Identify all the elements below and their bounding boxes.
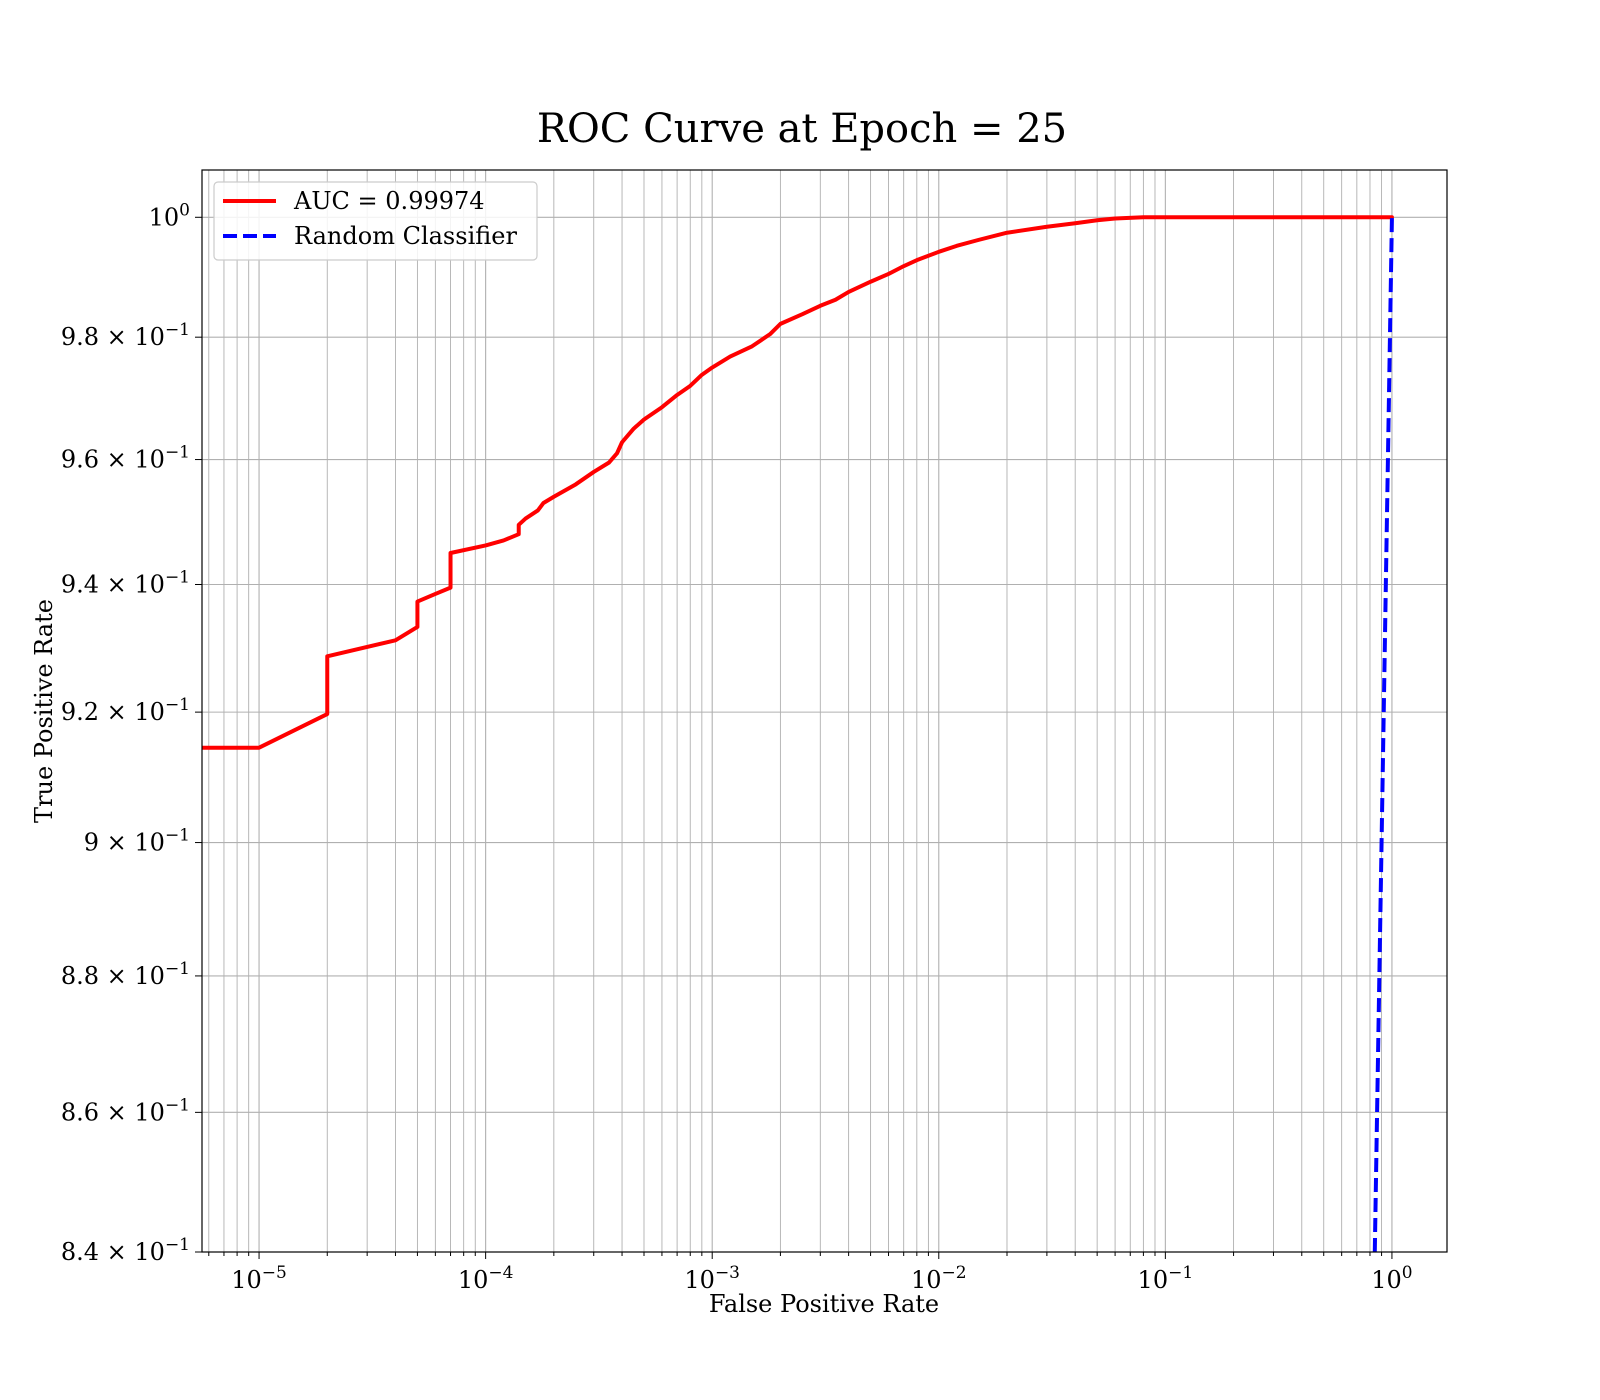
chart-title: ROC Curve at Epoch = 25 xyxy=(537,106,1067,152)
series-group xyxy=(202,215,1394,1252)
y-tick-label: 8.8 × 10−1 xyxy=(61,959,190,990)
y-tick-label: 8.4 × 10−1 xyxy=(61,1235,190,1266)
tick-layer: 10−5 10−4 10−3 10−2 10−1 100 100 9.8 × 10−1 9.6 … xyxy=(61,200,1413,1294)
y-tick-label: 9.4 × 10−1 xyxy=(61,567,190,598)
x-tick-label: 100 xyxy=(1371,1263,1412,1294)
x-axis-label: False Positive Rate xyxy=(709,1290,939,1318)
x-tick-label: 10−3 xyxy=(684,1263,740,1294)
y-tick-label: 9.6 × 10−1 xyxy=(61,443,190,474)
y-tick-label: 100 xyxy=(149,200,190,231)
legend: AUC = 0.99974 Random Classifier xyxy=(213,181,538,261)
y-tick-label: 9.2 × 10−1 xyxy=(61,695,190,726)
y-tick-label: 8.6 × 10−1 xyxy=(61,1095,190,1126)
roc-curve-line xyxy=(202,215,1394,750)
x-tick-label: 10−2 xyxy=(911,1263,967,1294)
legend-box xyxy=(213,181,538,261)
x-tick-label: 10−4 xyxy=(458,1263,514,1294)
y-tick-label: 9 × 10−1 xyxy=(84,826,190,857)
x-tick-label: 10−5 xyxy=(231,1263,287,1294)
y-tick-label: 9.8 × 10−1 xyxy=(61,320,190,351)
plot-frame xyxy=(201,169,1448,1253)
legend-label-random-classifier: Random Classifier xyxy=(294,222,517,250)
grid xyxy=(202,170,1447,1253)
x-tick-label: 10−1 xyxy=(1138,1263,1194,1294)
series-layer xyxy=(202,215,1394,1252)
random-classifier-line xyxy=(1372,217,1394,1252)
legend-label-auc: AUC = 0.99974 xyxy=(293,187,485,215)
y-axis-label: True Positive Rate xyxy=(30,599,58,823)
